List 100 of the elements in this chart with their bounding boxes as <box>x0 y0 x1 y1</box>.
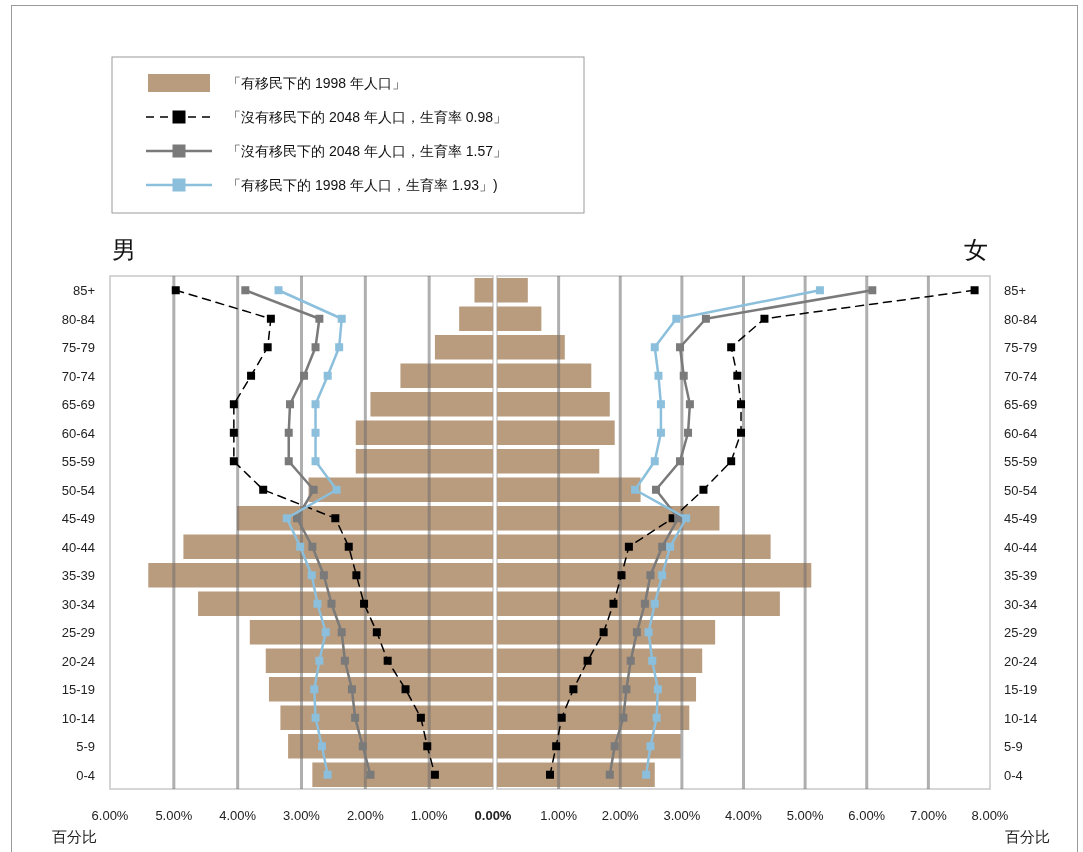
x-tick-label: 6.00% <box>848 808 886 823</box>
point <box>311 713 320 722</box>
point <box>229 400 238 409</box>
point <box>321 628 330 637</box>
point <box>358 742 367 751</box>
bar <box>497 534 771 560</box>
y-tick-label: 85+ <box>1004 283 1027 299</box>
bar <box>497 705 690 731</box>
x-tick-label: 4.00% <box>219 808 257 823</box>
point <box>569 685 578 694</box>
point <box>676 343 685 352</box>
y-tick-label: 30-34 <box>1004 596 1038 612</box>
point <box>970 286 979 295</box>
y-tick-label: 30-34 <box>61 596 95 612</box>
point <box>247 371 256 380</box>
point <box>347 685 356 694</box>
bar <box>249 620 493 645</box>
legend-label: 「沒有移民下的 2048 年人口，生育率 0.98」 <box>227 109 508 125</box>
bar <box>497 648 703 674</box>
bar <box>183 534 493 560</box>
point <box>658 571 667 580</box>
point <box>171 286 180 295</box>
bar <box>497 420 615 446</box>
x-tick-label: 1.00% <box>540 808 578 823</box>
point <box>344 542 353 551</box>
bar <box>268 677 493 702</box>
point <box>315 656 324 665</box>
point <box>293 514 302 523</box>
bar <box>497 620 716 645</box>
point <box>682 514 691 523</box>
point <box>266 314 275 323</box>
point <box>311 400 320 409</box>
point <box>229 457 238 466</box>
bar <box>308 477 493 503</box>
bar <box>497 762 655 788</box>
y-tick-label: 10-14 <box>1004 710 1038 726</box>
point <box>300 371 309 380</box>
bar <box>497 449 600 474</box>
point <box>583 656 592 665</box>
bar <box>497 392 610 417</box>
point <box>699 485 708 494</box>
point <box>648 656 657 665</box>
point <box>642 770 651 779</box>
y-tick-label: 15-19 <box>1004 682 1038 698</box>
point <box>632 628 641 637</box>
bar <box>400 363 493 389</box>
bar <box>497 363 592 389</box>
point <box>323 770 332 779</box>
y-tick-label: 80-84 <box>1004 311 1038 327</box>
bar <box>198 591 493 617</box>
point <box>652 713 661 722</box>
y-tick-label: 55-59 <box>1004 454 1038 470</box>
bar <box>497 335 565 360</box>
point <box>737 400 746 409</box>
point <box>815 286 824 295</box>
point <box>351 713 360 722</box>
point <box>263 343 272 352</box>
y-tick-label: 35-39 <box>61 568 95 584</box>
point <box>684 428 693 437</box>
point <box>259 485 268 494</box>
y-tick-label: 35-39 <box>1004 568 1038 584</box>
y-tick-label: 75-79 <box>61 340 95 356</box>
y-tick-label: 55-59 <box>61 454 95 470</box>
point <box>331 514 340 523</box>
point <box>315 314 324 323</box>
y-tick-label: 50-54 <box>61 482 95 498</box>
y-tick-label: 20-24 <box>61 653 95 669</box>
y-tick-label: 80-84 <box>61 311 95 327</box>
point <box>656 428 665 437</box>
x-tick-label: 5.00% <box>786 808 824 823</box>
point <box>309 485 318 494</box>
y-tick-label: 25-29 <box>1004 625 1038 641</box>
point <box>282 514 291 523</box>
point <box>646 742 655 751</box>
point <box>323 371 332 380</box>
bar <box>434 335 493 360</box>
point <box>307 571 316 580</box>
y-tick-label: 5-9 <box>76 739 95 755</box>
point <box>401 685 410 694</box>
point <box>656 400 665 409</box>
point <box>310 685 319 694</box>
y-tick-label: 5-9 <box>1004 739 1023 755</box>
point <box>296 542 305 551</box>
point <box>430 770 439 779</box>
point <box>679 371 688 380</box>
point <box>654 371 663 380</box>
point <box>646 571 655 580</box>
y-tick-label: 0-4 <box>76 767 95 783</box>
point <box>631 485 640 494</box>
point <box>308 542 317 551</box>
bar <box>497 506 720 531</box>
x-tick-label: 1.00% <box>410 808 449 823</box>
y-tick-label: 10-14 <box>61 710 95 726</box>
point <box>737 428 746 437</box>
point <box>284 457 293 466</box>
bar <box>312 762 493 788</box>
point <box>423 742 432 751</box>
x-tick-label: 7.00% <box>909 808 948 823</box>
y-tick-label: 45-49 <box>1004 511 1038 527</box>
point <box>274 286 283 295</box>
